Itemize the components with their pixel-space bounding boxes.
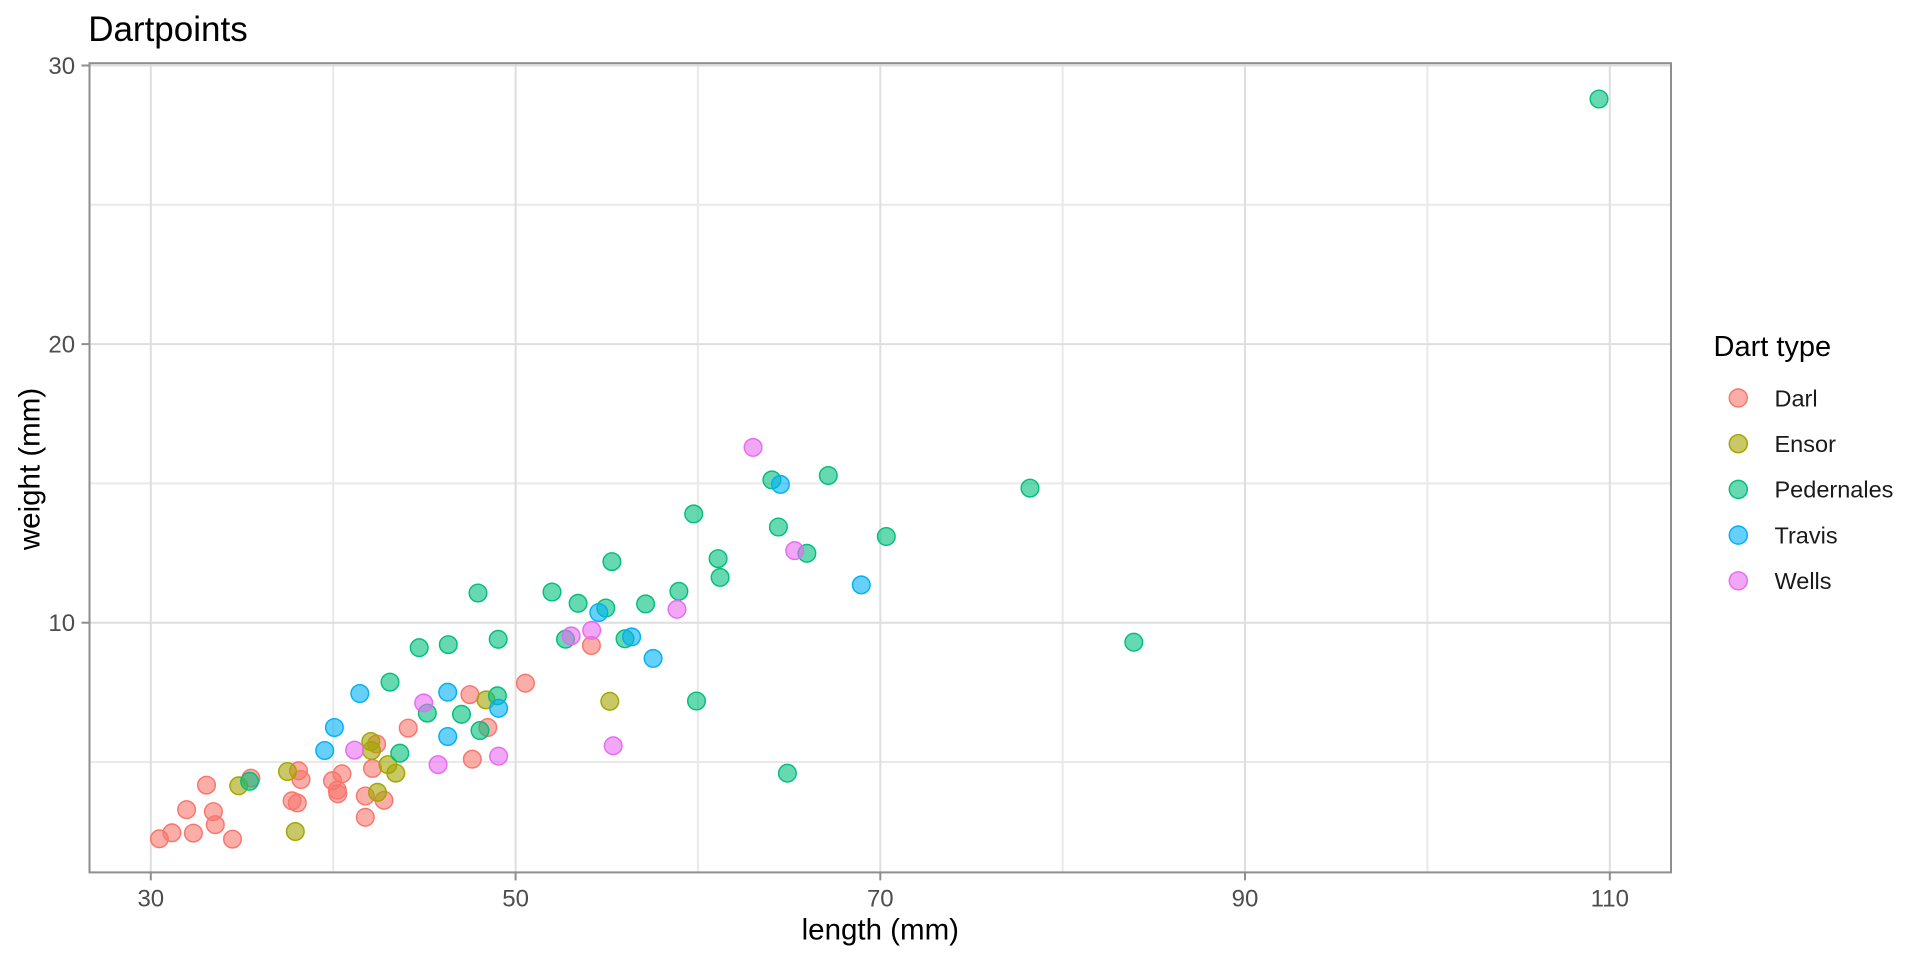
svg-text:Pedernales: Pedernales (1775, 477, 1894, 503)
svg-text:weight (mm): weight (mm) (14, 388, 47, 551)
svg-text:90: 90 (1232, 886, 1259, 913)
svg-text:10: 10 (48, 610, 75, 637)
svg-text:30: 30 (137, 886, 164, 913)
svg-text:Dart type: Dart type (1714, 331, 1832, 363)
svg-text:Wells: Wells (1775, 568, 1832, 594)
svg-text:70: 70 (867, 886, 894, 913)
svg-text:Ensor: Ensor (1775, 431, 1837, 457)
svg-text:Dartpoints: Dartpoints (88, 10, 248, 49)
svg-text:length (mm): length (mm) (802, 914, 959, 947)
svg-text:Travis: Travis (1775, 522, 1838, 548)
svg-text:110: 110 (1591, 886, 1629, 913)
svg-text:50: 50 (502, 886, 529, 913)
svg-text:30: 30 (48, 53, 75, 80)
svg-text:20: 20 (48, 331, 75, 358)
svg-text:Darl: Darl (1775, 385, 1818, 411)
